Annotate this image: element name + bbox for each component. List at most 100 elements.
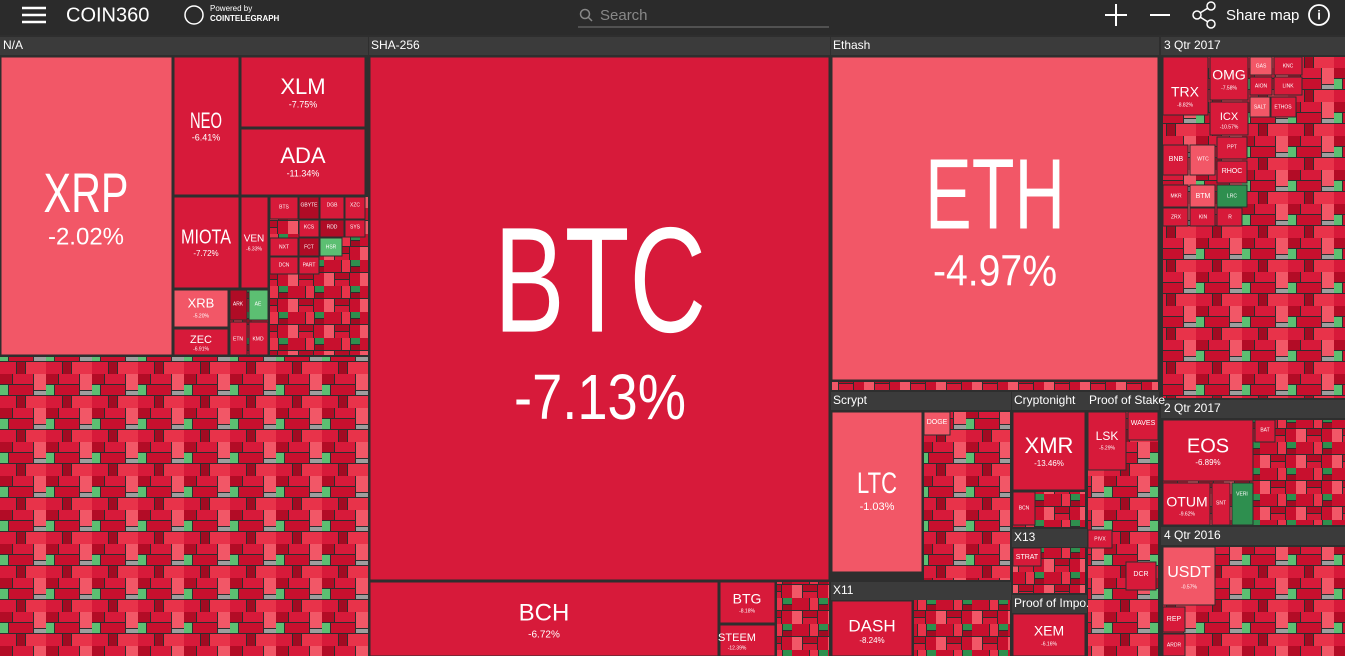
tile[interactable]: BCN xyxy=(1012,491,1036,526)
tile[interactable]: HSR xyxy=(319,237,343,257)
tile-label: NEO xyxy=(190,108,222,133)
tile[interactable]: ICX -10.57% xyxy=(1209,101,1249,136)
tile[interactable]: XZC xyxy=(344,196,366,220)
tile[interactable]: DGB xyxy=(319,196,345,220)
tile-label: STRAT xyxy=(1016,554,1039,561)
tile[interactable]: STRAT xyxy=(1012,547,1042,567)
tile[interactable]: KMD xyxy=(248,321,269,356)
tile[interactable]: XLM -7.75% xyxy=(240,56,366,128)
tile[interactable]: DCR xyxy=(1125,561,1157,591)
tile[interactable]: ZEC -6.91% xyxy=(173,328,229,356)
tile-label: OMG xyxy=(1212,67,1245,83)
share-icon[interactable] xyxy=(1192,1,1216,29)
tile-change: -5.29% xyxy=(1099,445,1115,451)
tile-label: XRP xyxy=(44,161,129,224)
share-map[interactable]: Share map xyxy=(1226,7,1299,24)
tile[interactable]: PPT xyxy=(1216,136,1248,160)
tile[interactable]: ETH -4.97% xyxy=(831,56,1159,381)
zoom-in[interactable] xyxy=(1105,4,1127,26)
tile[interactable]: STEEM -12.39% xyxy=(718,624,776,656)
tile-label: ARK xyxy=(233,301,244,307)
tile[interactable]: XEM -6.16% xyxy=(1012,613,1086,656)
tile-label: XLM xyxy=(280,74,325,99)
tile[interactable]: ZRX xyxy=(1162,207,1189,227)
tile[interactable]: WAVES xyxy=(1127,411,1159,441)
tile[interactable]: BTC -7.13% xyxy=(369,56,830,581)
minor-tiles xyxy=(0,57,1345,656)
tile-label: WAVES xyxy=(1131,420,1156,427)
menu-button[interactable] xyxy=(22,6,46,24)
search-box[interactable]: Search xyxy=(578,7,829,28)
tile[interactable]: ADA -11.34% xyxy=(240,128,366,196)
tile[interactable]: ARDR xyxy=(1162,633,1186,656)
tile[interactable]: PIVX xyxy=(1087,529,1113,549)
tile[interactable]: XRB -5.20% xyxy=(173,289,229,328)
tile-change: -1.03% xyxy=(860,501,895,513)
tile[interactable]: GAS xyxy=(1249,56,1273,76)
tile[interactable]: ETHOS xyxy=(1270,96,1297,118)
tile[interactable]: REP xyxy=(1162,606,1186,633)
tile[interactable]: BNB xyxy=(1162,144,1189,176)
tile[interactable]: EOS -6.89% xyxy=(1162,419,1254,482)
tile[interactable]: VEN -6.33% xyxy=(240,196,269,289)
tile[interactable]: WTC xyxy=(1189,144,1216,176)
tile[interactable]: RHOC xyxy=(1216,160,1248,184)
tile[interactable]: OTUM -9.62% xyxy=(1162,482,1211,526)
info-button[interactable]: i xyxy=(1308,4,1330,26)
tile[interactable]: VERI xyxy=(1231,482,1254,526)
tile[interactable]: PART xyxy=(298,256,320,275)
tile-label: WTC xyxy=(1197,156,1209,162)
tile[interactable]: GBYTE xyxy=(298,196,320,220)
tile[interactable]: MIOTA -7.72% xyxy=(173,196,240,289)
tile-label: BNB xyxy=(1169,156,1184,163)
tile[interactable]: NEO -6.41% xyxy=(173,56,240,196)
tile[interactable]: DCN xyxy=(269,256,299,275)
tile[interactable]: OMG -7.58% xyxy=(1209,56,1249,101)
tile-label: HSR xyxy=(326,244,337,250)
tile-change: -8.82% xyxy=(1177,102,1193,108)
tile[interactable]: LINK xyxy=(1273,76,1303,96)
tile[interactable]: XRP -2.02% xyxy=(0,56,173,356)
tile[interactable]: DOGE xyxy=(923,411,951,436)
tile[interactable]: KCS xyxy=(298,219,320,238)
tile-label: DGB xyxy=(327,202,339,208)
tile[interactable]: KNC xyxy=(1273,56,1303,76)
tile[interactable]: BTG -8.18% xyxy=(719,581,776,624)
tile[interactable]: SYS xyxy=(344,219,366,238)
tile[interactable]: BAT xyxy=(1254,419,1276,443)
tile[interactable]: TRX -8.82% xyxy=(1162,56,1209,116)
tile[interactable]: SALT xyxy=(1249,96,1271,118)
tile[interactable]: R xyxy=(1216,207,1243,227)
tile[interactable]: ARK xyxy=(229,289,248,321)
tile[interactable]: LTC -1.03% xyxy=(831,411,923,573)
tile-label: BAT xyxy=(1260,427,1269,433)
tile[interactable]: LRC xyxy=(1216,184,1248,208)
group-label: N/A xyxy=(3,38,23,52)
tile[interactable]: SNT xyxy=(1211,482,1231,526)
tile[interactable]: LSK -5.29% xyxy=(1087,411,1127,471)
tile-label: RHOC xyxy=(1222,168,1243,175)
tile-label: SYS xyxy=(350,224,361,230)
tile-label: STEEM xyxy=(718,632,756,644)
tile[interactable]: AION xyxy=(1249,76,1273,96)
tile[interactable]: FCT xyxy=(298,237,320,257)
tile-label: FCT xyxy=(304,244,314,250)
tile[interactable]: DASH -8.24% xyxy=(831,600,913,656)
tile[interactable]: XMR -13.46% xyxy=(1012,411,1086,491)
tile[interactable]: ETN xyxy=(229,321,248,356)
tile[interactable]: USDT -0.57% xyxy=(1162,546,1216,606)
tile[interactable]: NXT xyxy=(269,237,299,257)
tile[interactable]: BTM xyxy=(1189,184,1216,208)
tile[interactable]: MKR xyxy=(1162,184,1189,208)
tile-label: KIN xyxy=(1199,214,1208,220)
tile-change: -13.46% xyxy=(1034,459,1064,468)
tile[interactable]: RDD xyxy=(319,219,345,238)
tile[interactable]: BTS xyxy=(269,196,299,220)
tile-label: VEN xyxy=(244,234,265,245)
tile-change: -0.57% xyxy=(1181,584,1197,590)
tile[interactable]: AE xyxy=(248,289,269,321)
brand[interactable]: COIN360 xyxy=(66,4,149,26)
tile[interactable]: KIN xyxy=(1189,207,1216,227)
tile[interactable]: BCH -6.72% xyxy=(369,581,719,656)
tile-change: -7.58% xyxy=(1221,85,1237,91)
